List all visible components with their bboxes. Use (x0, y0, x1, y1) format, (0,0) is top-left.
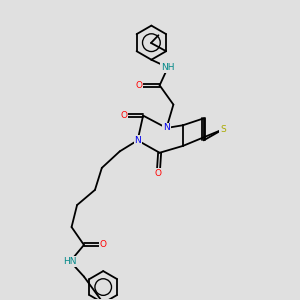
Text: S: S (220, 125, 226, 134)
Text: HN: HN (63, 257, 77, 266)
Text: O: O (155, 169, 162, 178)
Text: N: N (134, 136, 141, 145)
Text: N: N (163, 124, 170, 133)
Text: NH: NH (161, 63, 175, 72)
Text: O: O (120, 111, 128, 120)
Text: O: O (100, 240, 107, 249)
Text: O: O (136, 81, 142, 90)
